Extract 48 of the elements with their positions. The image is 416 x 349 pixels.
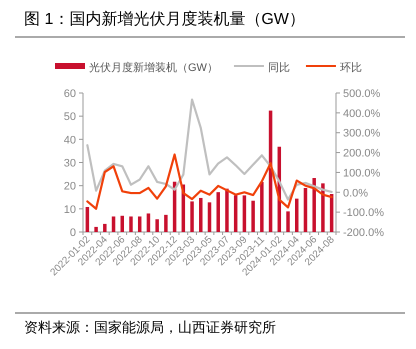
bar bbox=[225, 188, 229, 232]
y-tick-label: 10 bbox=[64, 204, 76, 216]
bar bbox=[164, 214, 168, 232]
y2-tick-label: 500.0% bbox=[343, 88, 381, 100]
y-tick-label: 30 bbox=[64, 158, 76, 170]
bar bbox=[321, 183, 325, 232]
legend-label: 光伏月度新增装机（GW） bbox=[89, 61, 218, 74]
line-series bbox=[86, 153, 333, 210]
y-tick-label: 40 bbox=[64, 134, 76, 146]
bar bbox=[294, 198, 298, 232]
y-tick-label: 0 bbox=[70, 227, 76, 239]
bar bbox=[138, 216, 142, 232]
bar bbox=[234, 195, 238, 232]
bar bbox=[268, 110, 272, 232]
y2-tick-label: 400.0% bbox=[343, 108, 381, 120]
bar bbox=[260, 182, 264, 232]
bar bbox=[304, 188, 308, 232]
y2-tick-label: -100.0% bbox=[343, 207, 384, 220]
bar bbox=[251, 200, 255, 232]
y2-tick-label: 200.0% bbox=[343, 148, 381, 160]
y-tick-label: 60 bbox=[64, 88, 76, 100]
bar bbox=[112, 216, 116, 232]
y-tick-label: 20 bbox=[64, 180, 76, 193]
y2-tick-label: 300.0% bbox=[343, 128, 381, 140]
bar bbox=[242, 195, 246, 232]
bar bbox=[146, 213, 150, 232]
bar bbox=[120, 216, 124, 232]
bar bbox=[129, 216, 133, 232]
bar bbox=[190, 201, 194, 232]
bar bbox=[86, 206, 90, 232]
y2-tick-label: 0.0% bbox=[343, 187, 368, 200]
text: 资料来源：国家能源局，山西证券研究所 bbox=[24, 319, 276, 335]
y2-tick-label: -200.0% bbox=[343, 227, 384, 239]
bar bbox=[199, 198, 203, 232]
line-series bbox=[86, 98, 333, 201]
legend-label: 环比 bbox=[340, 61, 362, 74]
bar bbox=[216, 192, 220, 232]
y2-tick-label: 100.0% bbox=[343, 167, 381, 180]
bar bbox=[286, 211, 290, 232]
bar bbox=[312, 178, 316, 232]
bar bbox=[172, 182, 176, 232]
legend-label: 同比 bbox=[268, 61, 290, 74]
chart-title: 图 1：国内新增光伏月度装机量（GW） bbox=[24, 10, 305, 28]
bar bbox=[155, 219, 159, 232]
y-tick-label: 50 bbox=[64, 111, 76, 124]
bar bbox=[330, 194, 334, 232]
bar bbox=[94, 226, 98, 232]
bar bbox=[103, 224, 107, 232]
